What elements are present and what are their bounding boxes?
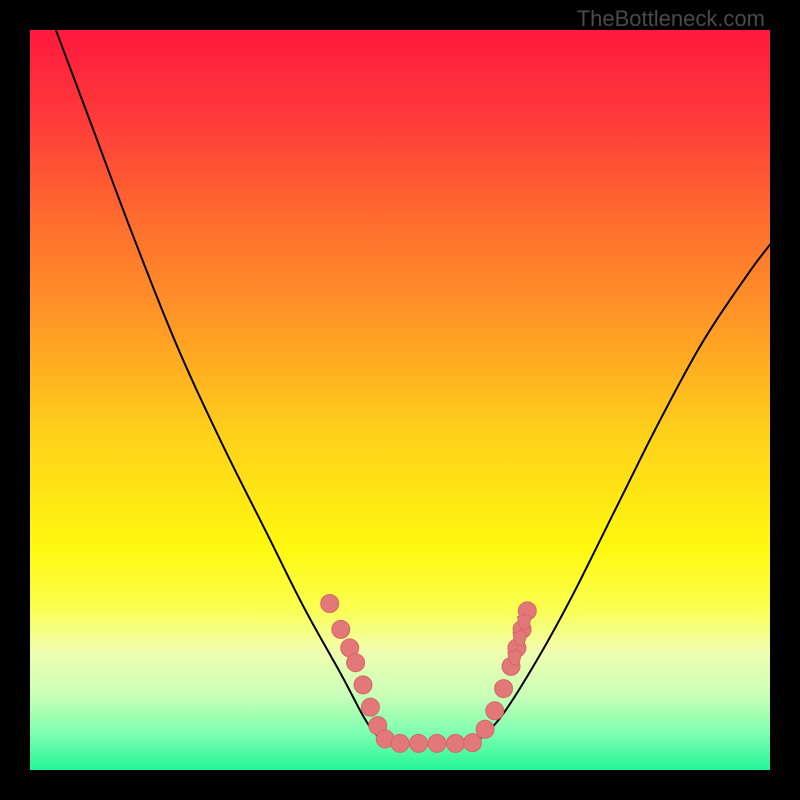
data-marker <box>391 734 409 752</box>
data-marker <box>361 698 379 716</box>
data-marker <box>428 734 446 752</box>
data-marker <box>332 620 350 638</box>
data-marker <box>347 654 365 672</box>
data-marker <box>486 702 504 720</box>
data-marker <box>476 720 494 738</box>
data-marker <box>495 680 513 698</box>
data-marker <box>354 676 372 694</box>
chart-svg-overlay <box>30 30 770 770</box>
data-marker <box>447 734 465 752</box>
chart-area <box>30 30 770 770</box>
data-marker <box>321 595 339 613</box>
data-marker <box>410 734 428 752</box>
watermark-text: TheBottleneck.com <box>577 6 765 32</box>
bottleneck-curve <box>56 30 770 744</box>
